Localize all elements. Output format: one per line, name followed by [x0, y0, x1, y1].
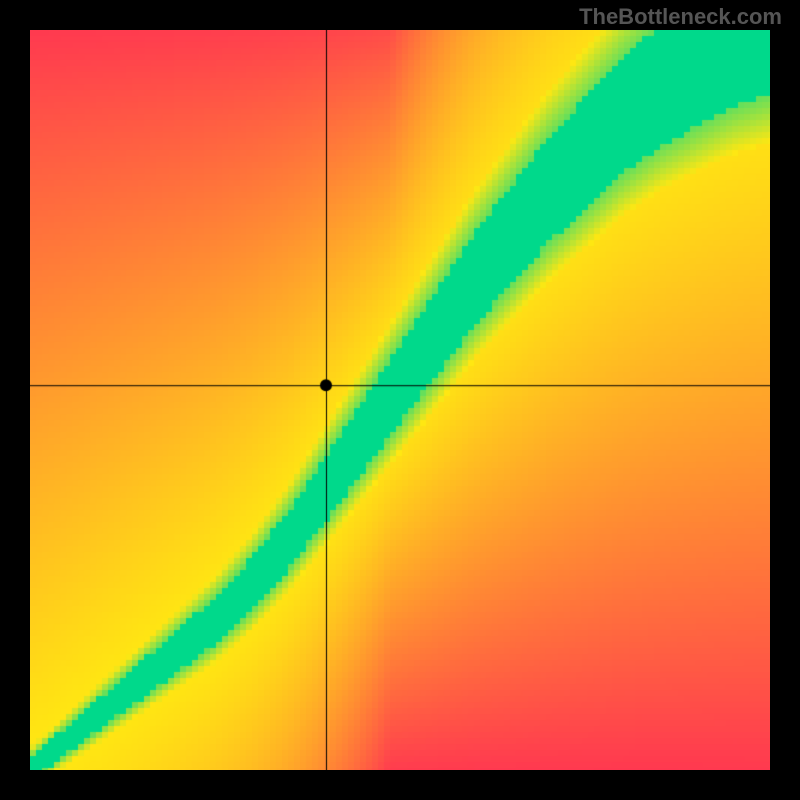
- chart-container: TheBottleneck.com: [0, 0, 800, 800]
- bottleneck-heatmap: [30, 30, 770, 770]
- watermark-label: TheBottleneck.com: [579, 4, 782, 30]
